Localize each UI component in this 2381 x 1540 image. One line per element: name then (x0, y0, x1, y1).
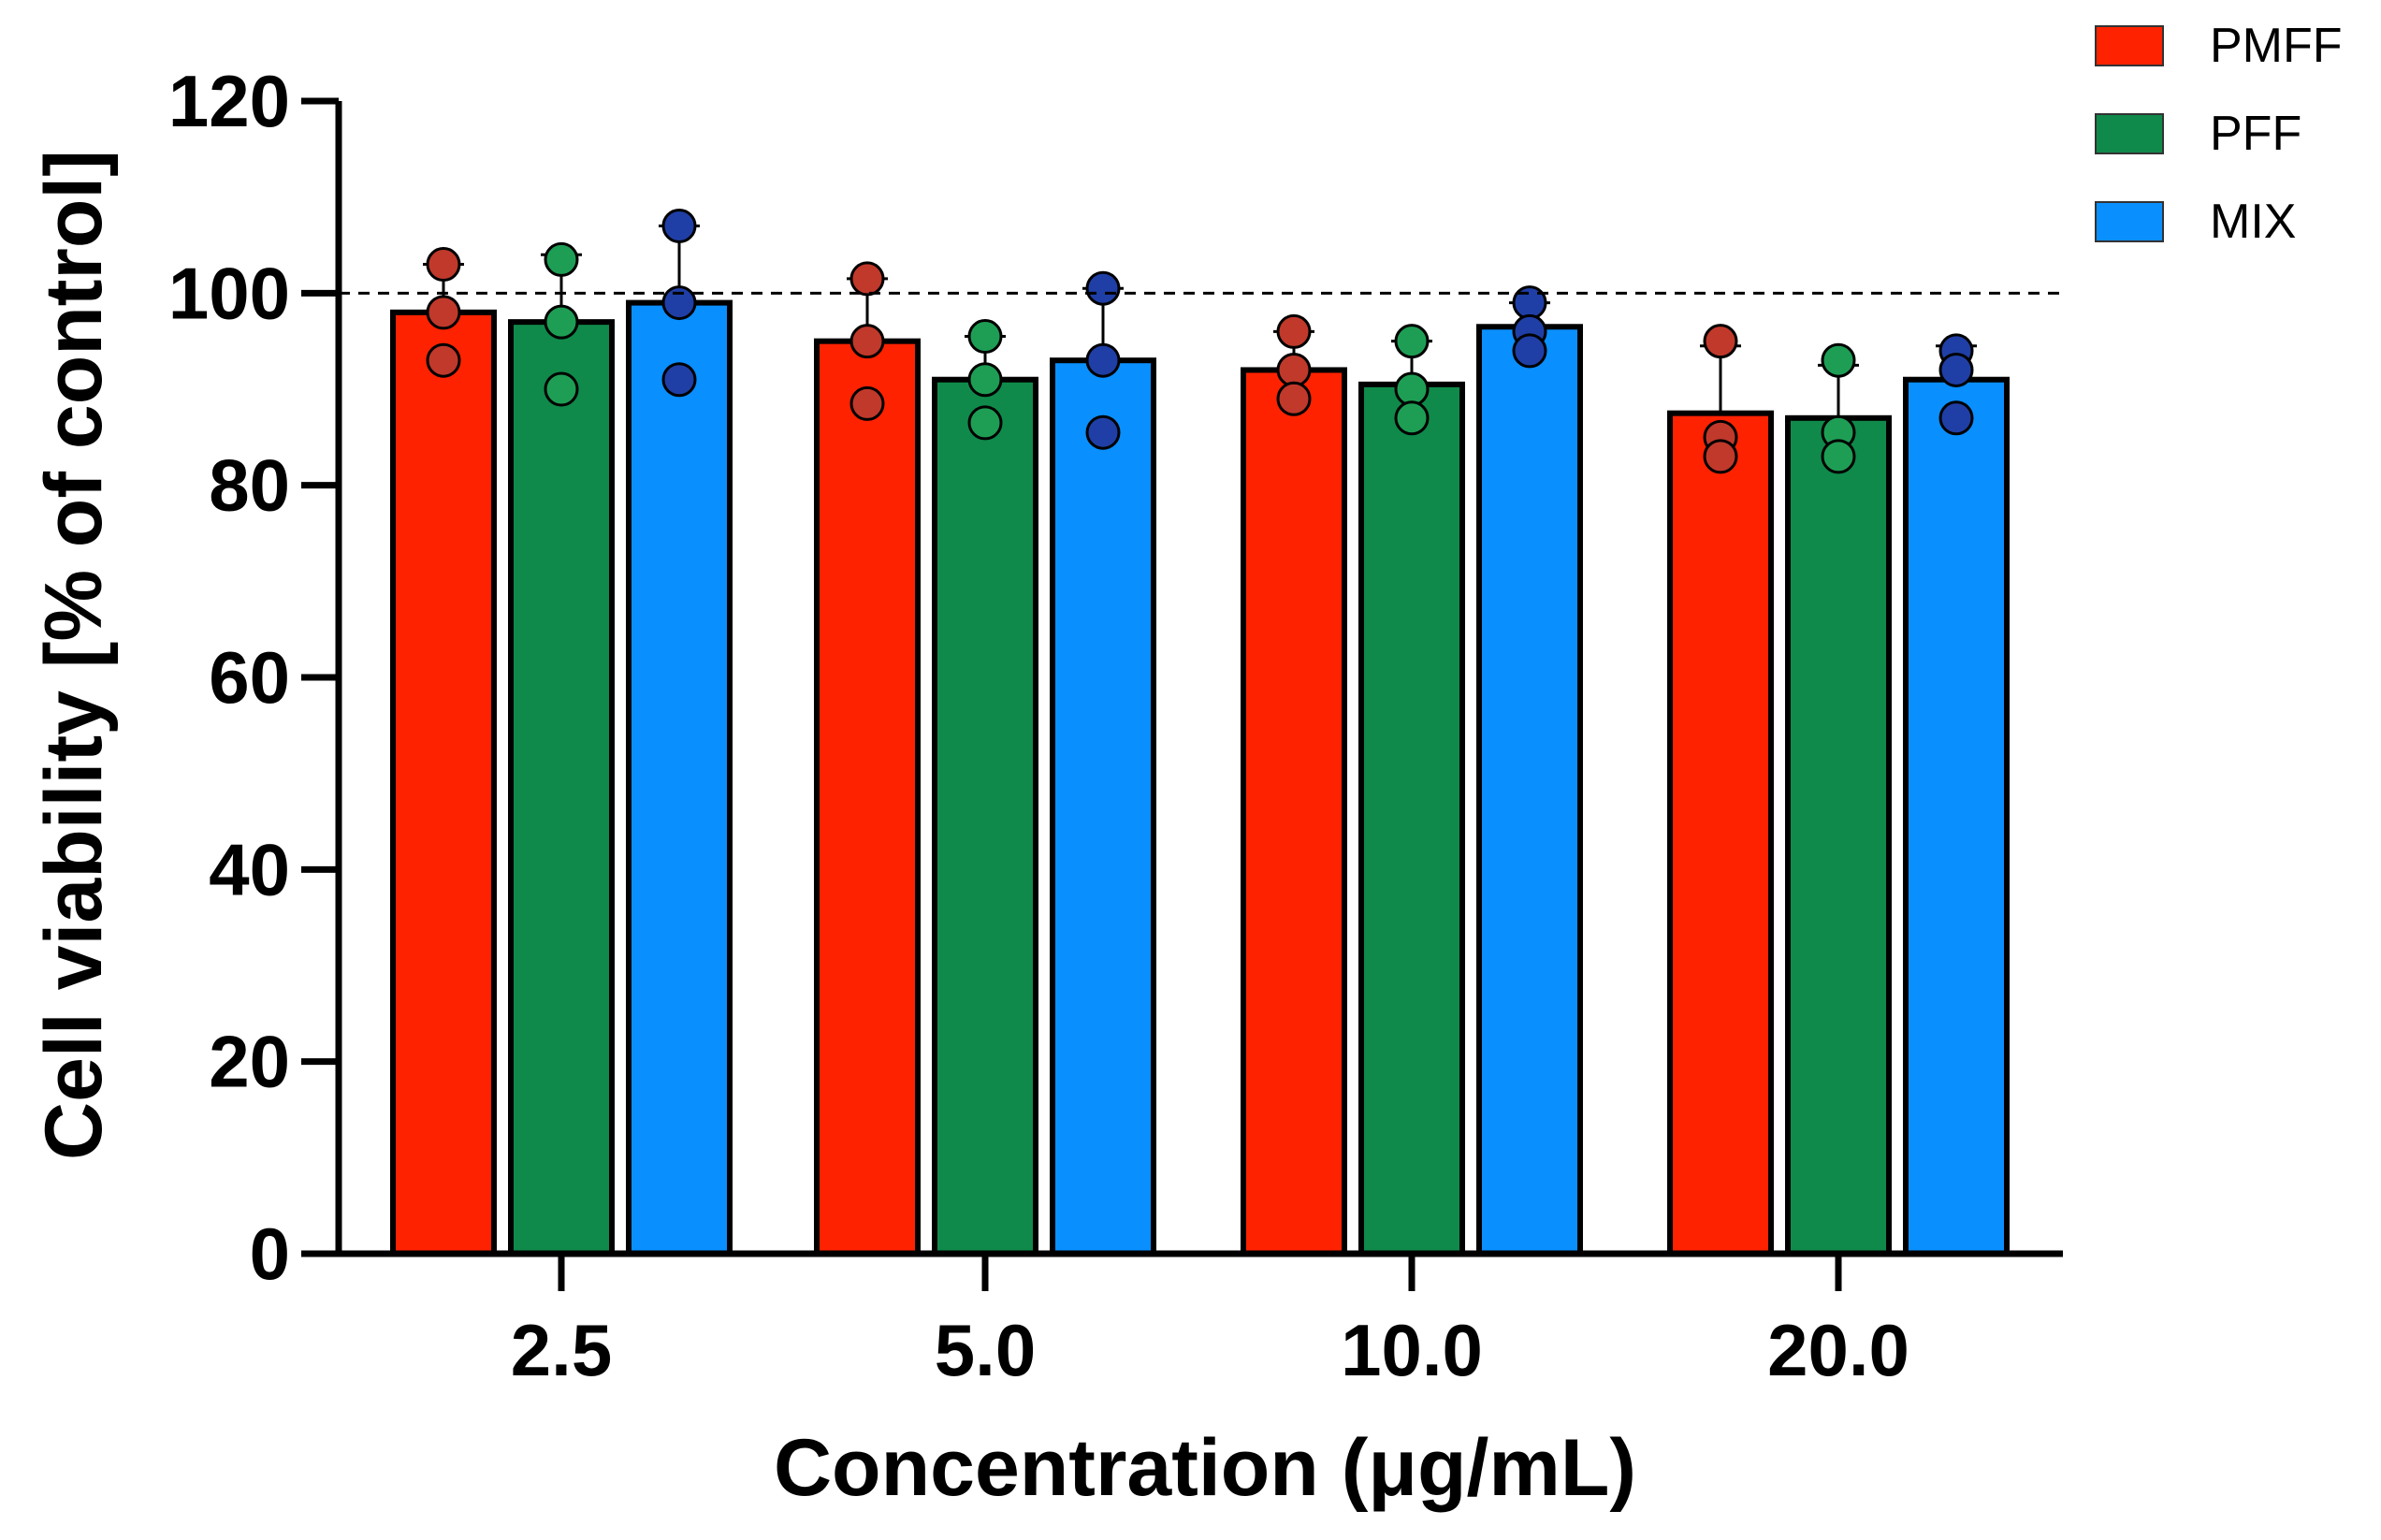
data-point-pff-10.0 (1394, 371, 1430, 407)
y-tick-label-100: 100 (168, 252, 290, 334)
legend-swatch-mix (2095, 201, 2164, 242)
data-point-mix-20.0 (1938, 352, 1974, 387)
data-point-pmff-5.0 (849, 385, 885, 421)
bar-mix-10.0 (1476, 324, 1583, 1257)
legend-label-pmff: PMFF (2210, 19, 2343, 73)
bar-pmff-10.0 (1241, 367, 1347, 1257)
x-tick-label-10.0: 10.0 (1341, 1309, 1483, 1391)
x-tick-label-5.0: 5.0 (935, 1309, 1036, 1391)
y-tick-label-40: 40 (209, 828, 290, 910)
data-point-mix-5.0 (1085, 342, 1121, 378)
y-tick-label-120: 120 (168, 60, 290, 142)
legend-swatch-pff (2095, 113, 2164, 154)
data-point-pmff-2.5 (426, 247, 461, 283)
data-point-pff-2.5 (544, 241, 579, 277)
y-tick-label-0: 0 (250, 1213, 290, 1295)
legend-swatch-pmff (2095, 25, 2164, 66)
data-point-pmff-20.0 (1703, 439, 1738, 474)
data-point-pmff-10.0 (1276, 352, 1312, 387)
data-point-mix-2.5 (661, 285, 697, 321)
data-point-pmff-5.0 (849, 324, 885, 359)
data-point-pff-20.0 (1821, 439, 1856, 474)
data-point-pmff-20.0 (1703, 324, 1738, 359)
bar-pff-2.5 (508, 319, 615, 1257)
legend: PMFF PFF MIX (2095, 19, 2343, 249)
bar-pmff-20.0 (1667, 410, 1774, 1257)
data-point-pmff-2.5 (426, 342, 461, 378)
x-tick-label-20.0: 20.0 (1767, 1309, 1909, 1391)
data-points-layer (426, 208, 1974, 474)
y-axis-title: Cell viability [% of control] (29, 150, 119, 1160)
data-point-pmff-10.0 (1276, 381, 1312, 416)
bar-pmff-2.5 (390, 309, 497, 1257)
axes-layer: 0 20 40 60 80 100 120 2.5 5.0 10.0 20.0 (168, 60, 2063, 1391)
y-tick-label-20: 20 (209, 1021, 290, 1103)
data-point-pff-10.0 (1394, 400, 1430, 436)
data-point-pff-10.0 (1394, 324, 1430, 359)
data-point-pff-20.0 (1821, 342, 1856, 378)
bars-layer (390, 299, 2010, 1257)
data-point-pff-5.0 (967, 362, 1003, 398)
x-tick-label-2.5: 2.5 (511, 1309, 612, 1391)
bar-mix-2.5 (626, 299, 733, 1257)
data-point-mix-5.0 (1085, 414, 1121, 450)
data-point-mix-10.0 (1512, 333, 1547, 369)
bar-mix-20.0 (1903, 376, 2010, 1257)
data-point-pff-2.5 (544, 371, 579, 407)
data-point-mix-2.5 (661, 208, 697, 243)
data-point-mix-5.0 (1085, 270, 1121, 306)
bar-pff-5.0 (932, 376, 1038, 1257)
y-tick-label-80: 80 (209, 444, 290, 527)
data-point-mix-2.5 (661, 362, 697, 398)
legend-label-mix: MIX (2210, 195, 2296, 249)
data-point-mix-10.0 (1512, 285, 1547, 321)
y-tick-label-60: 60 (209, 636, 290, 719)
data-point-pff-2.5 (544, 304, 579, 340)
data-point-pff-5.0 (967, 405, 1003, 441)
bar-mix-5.0 (1050, 357, 1156, 1257)
bar-pmff-5.0 (814, 338, 921, 1257)
data-point-pmff-10.0 (1276, 313, 1312, 349)
data-point-mix-20.0 (1938, 400, 1974, 436)
bar-pff-20.0 (1785, 414, 1892, 1257)
data-point-pff-5.0 (967, 319, 1003, 355)
bar-pff-10.0 (1358, 381, 1465, 1257)
data-point-pmff-5.0 (849, 261, 885, 297)
x-axis-title: Concentration (μg/mL) (774, 1423, 1636, 1513)
data-point-pmff-2.5 (426, 295, 461, 330)
legend-label-pff: PFF (2210, 107, 2301, 161)
